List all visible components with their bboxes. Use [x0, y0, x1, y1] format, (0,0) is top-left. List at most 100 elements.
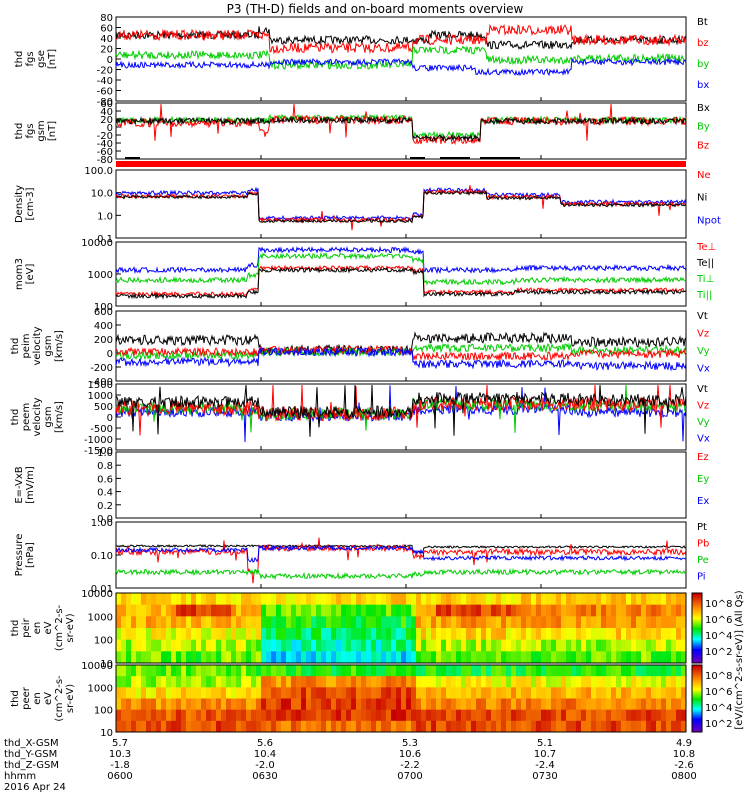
heat-cell	[351, 709, 357, 722]
heat-cell	[191, 604, 197, 617]
legend-entry: Pe	[697, 555, 709, 566]
heat-cell	[156, 651, 162, 664]
heat-cell	[436, 604, 442, 617]
y-axis-label-line: gsm	[43, 335, 54, 356]
heat-cell	[621, 687, 627, 699]
heat-cell	[636, 665, 642, 677]
heat-cell	[436, 709, 442, 722]
colorbar-cell	[692, 607, 702, 610]
x-tick: 5.6	[257, 738, 273, 749]
heat-cell	[131, 676, 137, 688]
heat-cell	[136, 709, 142, 722]
heat-cell	[421, 639, 427, 652]
heat-cell	[451, 628, 457, 641]
heat-cell	[586, 593, 592, 606]
heat-cell	[341, 720, 347, 733]
heat-cell	[546, 604, 552, 617]
heat-cell	[281, 665, 287, 677]
heat-cell	[416, 604, 422, 617]
heat-cell	[316, 698, 322, 711]
heat-cell	[336, 604, 342, 617]
heat-cell	[166, 628, 172, 641]
heat-cell	[516, 698, 522, 711]
heat-cell	[231, 687, 237, 699]
heat-cell	[556, 720, 562, 733]
heat-cell	[661, 665, 667, 677]
heat-cell	[611, 720, 617, 733]
colorbar-cell	[692, 621, 702, 624]
y-tick-label: 10	[100, 728, 113, 739]
heat-cell	[241, 616, 247, 629]
heat-cell	[536, 593, 542, 606]
heat-cell	[546, 698, 552, 711]
heat-cell	[531, 676, 537, 688]
heat-cell	[171, 593, 177, 606]
heat-cell	[166, 676, 172, 688]
y-axis-label-line: thd	[14, 51, 25, 68]
heat-cell	[586, 720, 592, 733]
heat-cell	[446, 698, 452, 711]
heat-cell	[426, 665, 432, 677]
heat-cell	[401, 665, 407, 677]
heat-cell	[236, 616, 242, 629]
y-tick-label: 10000	[81, 661, 113, 672]
heat-cell	[256, 604, 262, 617]
heat-cell	[191, 687, 197, 699]
heat-cell	[296, 616, 302, 629]
heat-cell	[381, 709, 387, 722]
legend-entry: Vx	[697, 434, 710, 445]
heat-cell	[606, 709, 612, 722]
heat-cell	[496, 698, 502, 711]
heat-cell	[296, 604, 302, 617]
heat-cell	[181, 593, 187, 606]
colorbar-cell	[692, 720, 702, 723]
heat-cell	[341, 593, 347, 606]
heat-cell	[281, 720, 287, 733]
panel-frame	[115, 102, 687, 160]
heat-cell	[346, 616, 352, 629]
heat-cell	[461, 698, 467, 711]
heat-cell	[411, 698, 417, 711]
heat-cell	[136, 698, 142, 711]
series-line	[115, 26, 687, 50]
y-tick-label: 1.0	[97, 448, 113, 459]
heat-cell	[636, 593, 642, 606]
heat-cell	[511, 709, 517, 722]
heat-cell	[201, 698, 207, 711]
heat-cell	[486, 676, 492, 688]
heat-cell	[661, 616, 667, 629]
heat-cell	[326, 698, 332, 711]
heat-cell	[331, 628, 337, 641]
heat-cell	[341, 687, 347, 699]
heat-cell	[316, 651, 322, 664]
status-mark	[440, 157, 470, 159]
heat-cell	[311, 720, 317, 733]
heat-cell	[166, 593, 172, 606]
heat-cell	[661, 593, 667, 606]
heat-cell	[621, 676, 627, 688]
heat-cell	[266, 604, 272, 617]
heat-cell	[256, 709, 262, 722]
heat-cell	[176, 628, 182, 641]
heat-cell	[136, 687, 142, 699]
heat-cell	[641, 651, 647, 664]
y-tick-label: 500	[94, 402, 113, 413]
heat-cell	[351, 665, 357, 677]
heat-cell	[286, 651, 292, 664]
colorbar-cell	[692, 598, 702, 601]
colorbar-cell	[692, 690, 702, 693]
heat-cell	[606, 651, 612, 664]
heat-cell	[401, 639, 407, 652]
heat-cell	[386, 616, 392, 629]
heat-cell	[391, 651, 397, 664]
heat-cell	[341, 616, 347, 629]
colorbar-cell	[692, 686, 702, 689]
heat-cell	[141, 604, 147, 617]
heat-cell	[661, 639, 667, 652]
heat-cell	[186, 720, 192, 733]
heat-cell	[421, 665, 427, 677]
heat-cell	[281, 616, 287, 629]
y-axis-label-line: thd	[10, 690, 21, 707]
heat-cell	[571, 687, 577, 699]
heat-cell	[521, 698, 527, 711]
